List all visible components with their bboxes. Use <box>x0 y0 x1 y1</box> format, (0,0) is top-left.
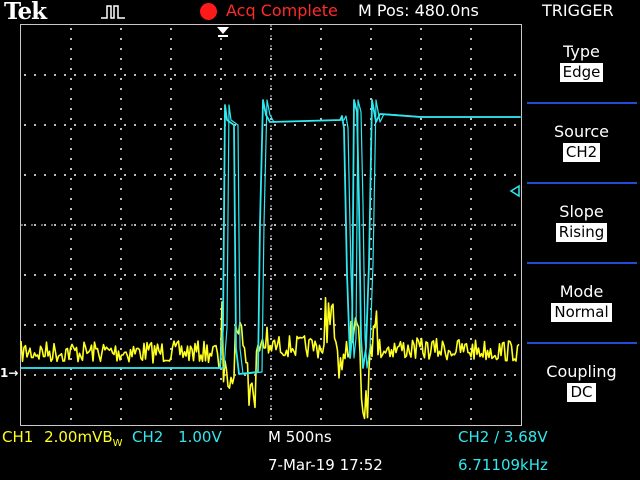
menu-label: Coupling <box>546 362 617 381</box>
ch1-label: CH1 <box>2 428 34 446</box>
menu-separator <box>527 102 637 104</box>
graticule-grid <box>21 25 516 420</box>
date-time: 7-Mar-19 17:52 <box>268 456 383 474</box>
trigger-frequency: 6.71109kHz <box>458 456 548 474</box>
ch1-bandwidth-limit-icon: BW <box>102 428 123 449</box>
ch2-trace <box>21 99 520 375</box>
menu-item-source[interactable]: Source CH2 <box>523 122 640 162</box>
ch1-readout: CH1 2.00mVBW <box>2 428 123 449</box>
rising-slope-icon: / <box>494 428 500 446</box>
menu-label: Type <box>563 42 600 61</box>
ch1-ground-marker: 1→ <box>0 366 19 380</box>
timebase-readout: M 500ns <box>268 428 332 446</box>
menu-value[interactable]: Normal <box>551 303 612 322</box>
menu-item-slope[interactable]: Slope Rising <box>523 202 640 242</box>
waveform-display <box>20 24 522 426</box>
brand-logo: Tek <box>4 0 47 25</box>
menu-value[interactable]: Edge <box>559 63 604 82</box>
trigger-source-label: CH2 <box>458 428 490 446</box>
ch1-trace <box>20 296 520 420</box>
waveform-traces <box>20 99 522 420</box>
horizontal-position: M Pos: 480.0ns <box>358 1 479 20</box>
menu-value[interactable]: DC <box>567 383 596 402</box>
menu-label: Slope <box>559 202 604 221</box>
menu-item-mode[interactable]: Mode Normal <box>523 282 640 322</box>
ch2-readout: CH2 1.00V <box>132 428 222 446</box>
trigger-position-icon <box>217 27 229 34</box>
menu-label: Source <box>554 122 609 141</box>
menu-title: TRIGGER <box>542 1 614 20</box>
ch2-scale: 1.00V <box>178 428 222 446</box>
menu-separator <box>527 182 637 184</box>
menu-item-type[interactable]: Type Edge <box>523 42 640 82</box>
menu-item-coupling[interactable]: Coupling DC <box>523 362 640 402</box>
ch1-scale: 2.00mV <box>44 428 103 446</box>
acquisition-status: Acq Complete <box>226 1 338 20</box>
trigger-menu: Type Edge Source CH2 Slope Rising Mode N… <box>523 24 640 426</box>
ch2-label: CH2 <box>132 428 164 446</box>
run-pulse-icon <box>101 5 125 19</box>
trigger-level-icon <box>509 184 520 198</box>
menu-value[interactable]: CH2 <box>562 143 601 162</box>
menu-separator <box>527 342 637 344</box>
trigger-level: 3.68V <box>503 428 548 446</box>
trigger-readout: CH2 / 3.68V <box>458 428 548 446</box>
menu-label: Mode <box>559 282 604 301</box>
top-status-bar: Tek Acq Complete M Pos: 480.0ns TRIGGER <box>0 0 640 25</box>
acquisition-status-icon <box>200 3 217 20</box>
ch2-trace-persistence <box>25 99 522 375</box>
menu-separator <box>527 262 637 264</box>
menu-value[interactable]: Rising <box>555 223 608 242</box>
